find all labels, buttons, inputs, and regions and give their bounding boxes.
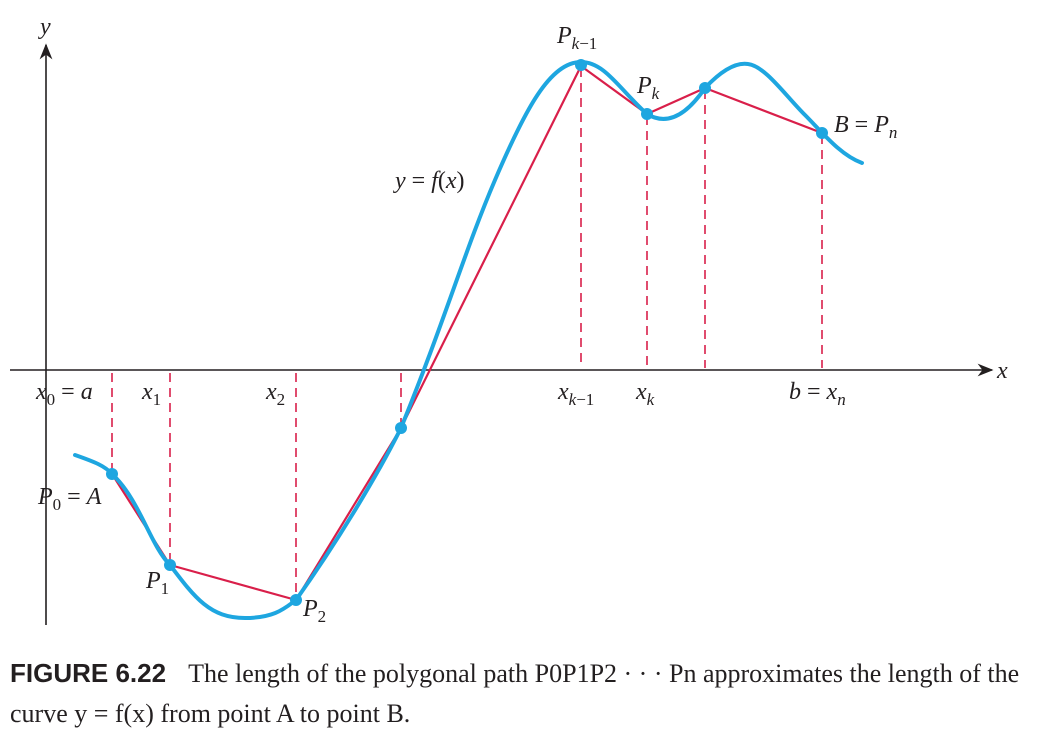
label-pk-1: Pk−1 xyxy=(556,23,597,53)
tick-label-xk: xk xyxy=(635,379,655,409)
tick-label-x2: x2 xyxy=(265,379,285,409)
figure-diagram: x y y = f(x) P0 = A P1 P2 Pk− xyxy=(10,14,1008,626)
figure-caption: FIGURE 6.22 The length of the polygonal p… xyxy=(10,653,1030,734)
label-pk: Pk xyxy=(636,73,660,103)
point-pn xyxy=(816,127,828,139)
tick-label-xk-1: xk−1 xyxy=(557,379,594,409)
figure-number: FIGURE 6.22 xyxy=(10,658,167,688)
tick-label-xn: b = xn xyxy=(789,379,846,409)
point-p2 xyxy=(290,594,302,606)
point-mid xyxy=(395,422,407,434)
dashed-drop-lines xyxy=(111,68,823,600)
label-pn: B = Pn xyxy=(834,112,897,142)
point-pk-1 xyxy=(575,59,587,71)
y-axis-label: y xyxy=(38,14,51,40)
curve-label: y = f(x) xyxy=(393,168,465,194)
label-p0: P0 = A xyxy=(37,484,102,514)
path-points xyxy=(106,59,828,606)
point-p0 xyxy=(106,468,118,480)
label-p1: P1 xyxy=(145,568,169,598)
curve-f xyxy=(73,59,864,621)
x-axis-label: x xyxy=(996,358,1008,384)
point-p1 xyxy=(164,559,176,571)
point-extra xyxy=(699,82,711,94)
tick-label-x1: x1 xyxy=(141,379,161,409)
label-p2: P2 xyxy=(302,596,326,626)
polygonal-path xyxy=(111,64,823,602)
caption-text: The length of the polygonal path P0P1P2 … xyxy=(10,659,1020,728)
point-pk xyxy=(641,108,653,120)
tick-label-x0: x0 = a xyxy=(35,379,93,409)
